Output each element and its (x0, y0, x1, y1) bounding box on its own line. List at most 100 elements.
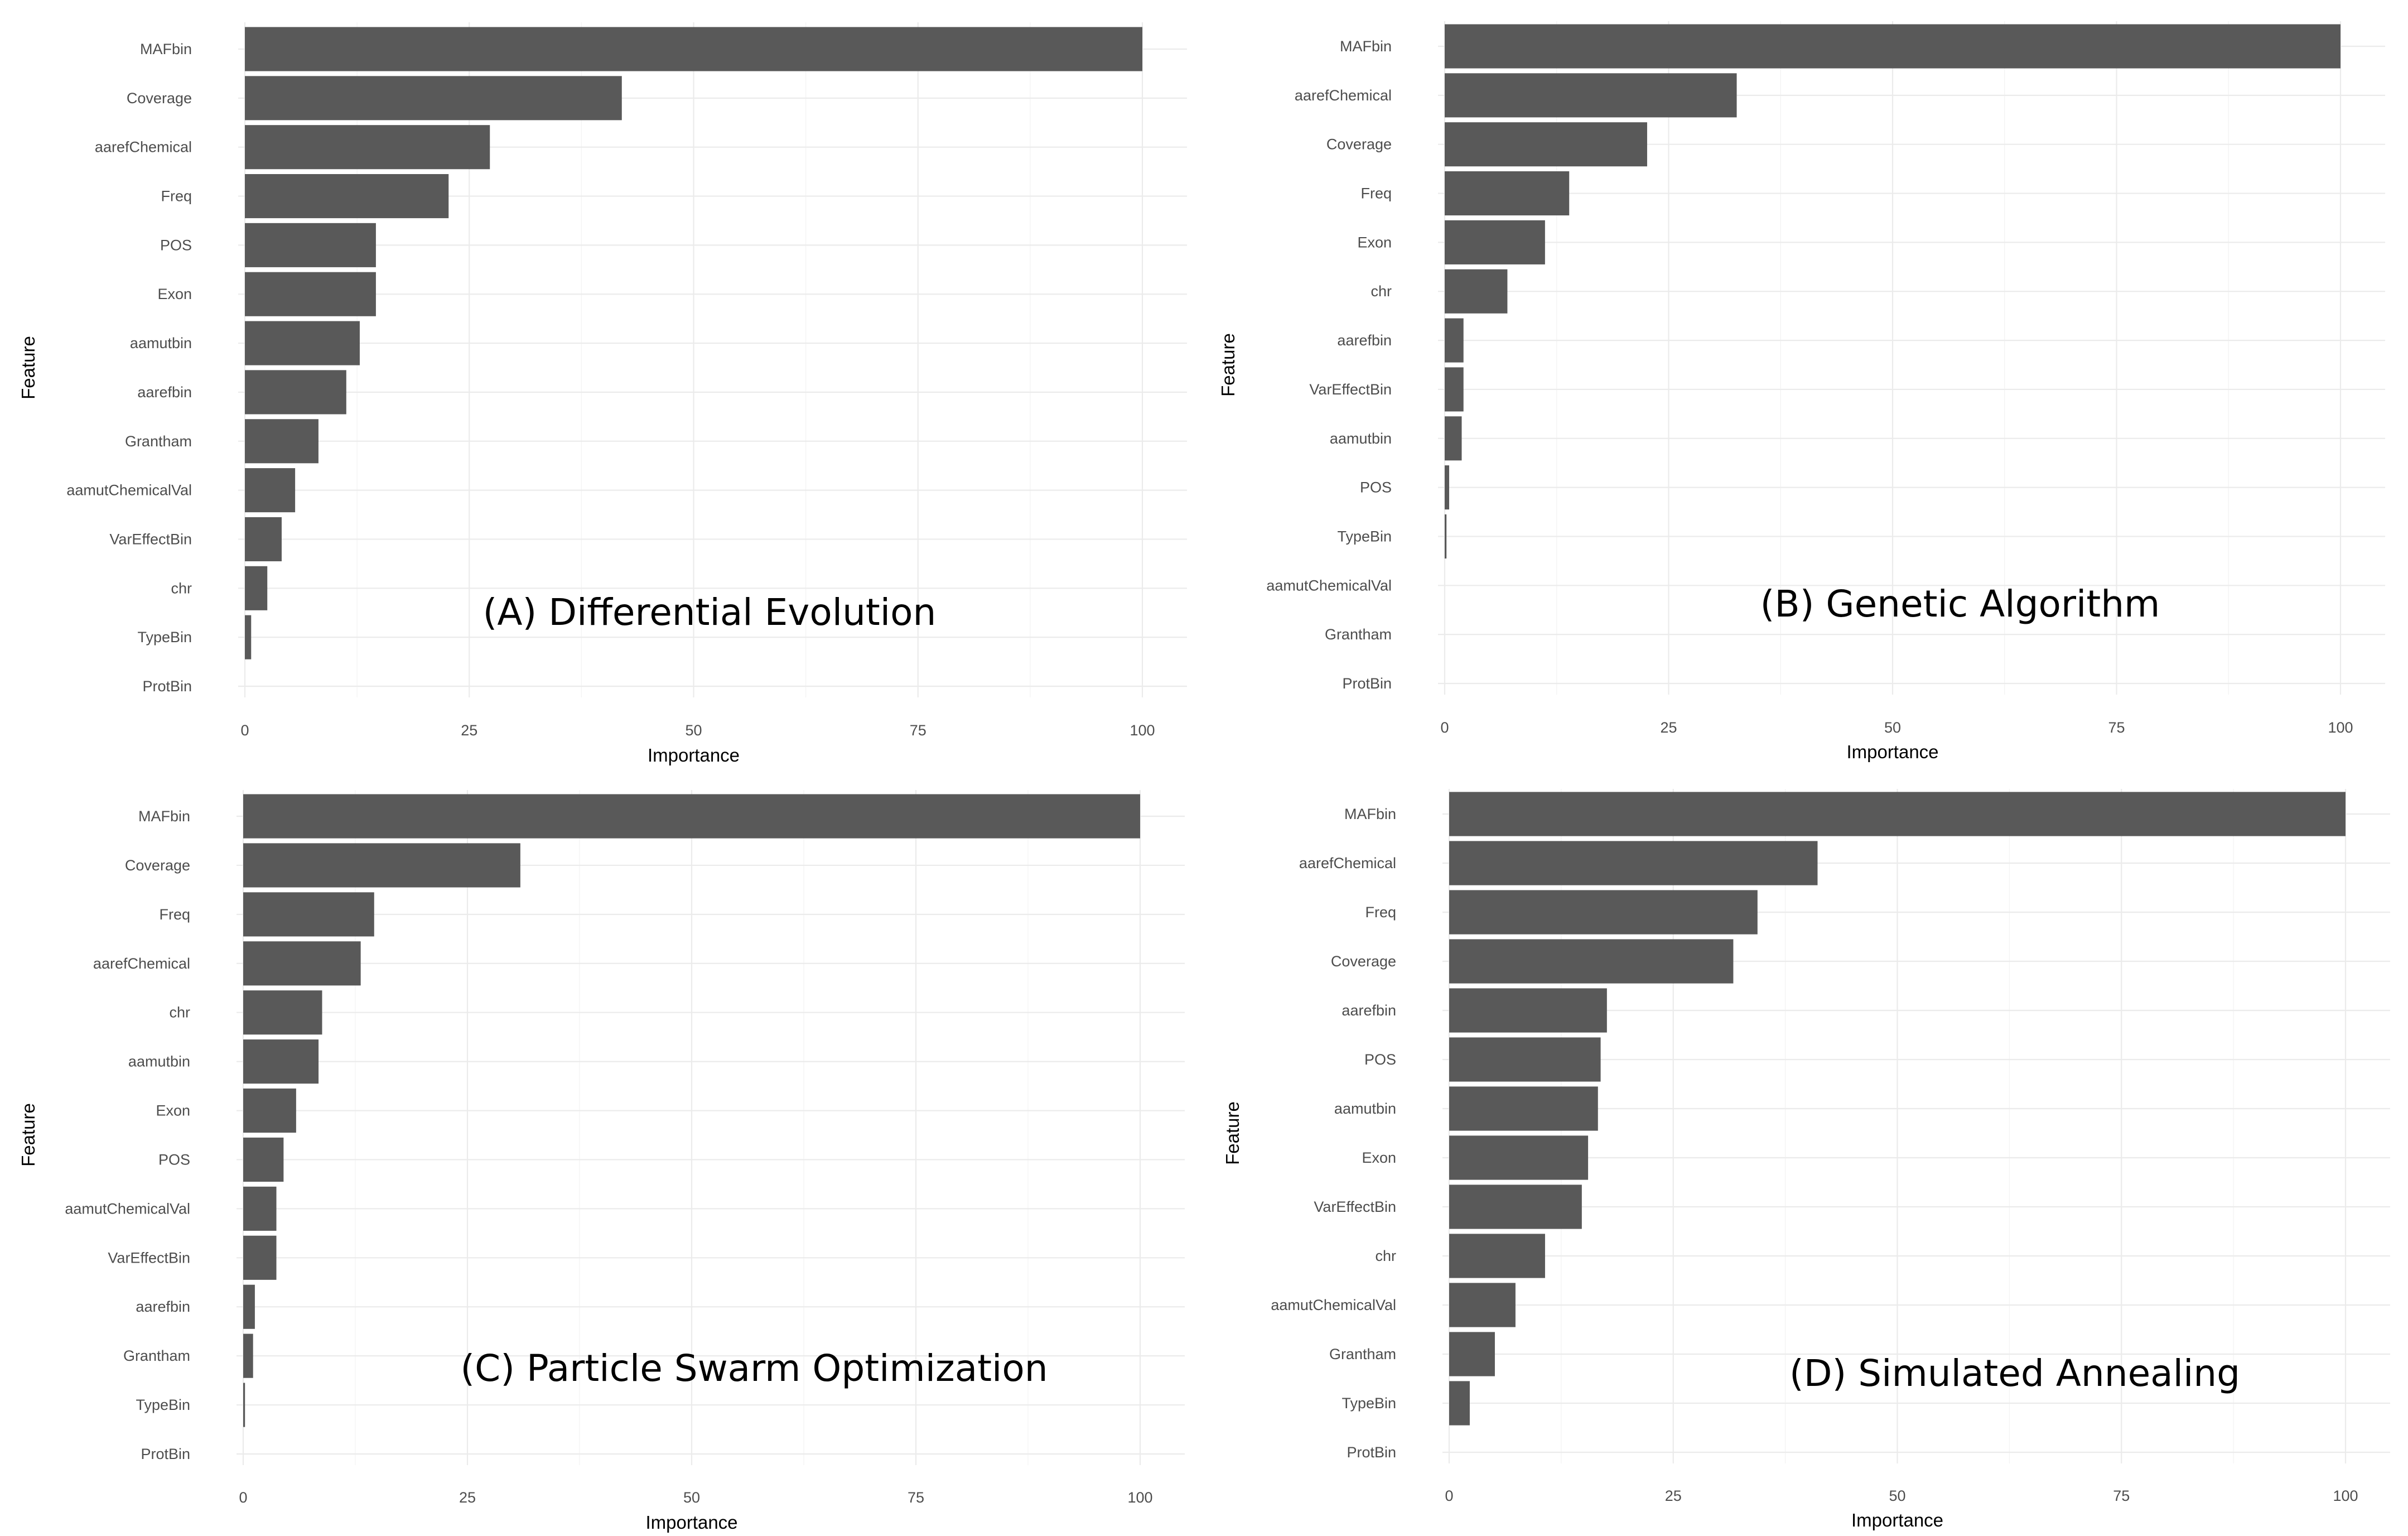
y-tick-d-TypeBin: TypeBin (1341, 1395, 1396, 1412)
y-tick-a-aarefbin: aarefbin (137, 384, 192, 401)
bar-b-Coverage (1445, 122, 1647, 167)
y-tick-b-MAFbin: MAFbin (1340, 38, 1392, 55)
y-tick-b-Coverage: Coverage (1326, 136, 1392, 153)
y-tick-d-Exon: Exon (1362, 1149, 1396, 1166)
y-tick-c-Grantham: Grantham (123, 1347, 190, 1364)
y-tick-d-MAFbin: MAFbin (1344, 806, 1396, 822)
bar-c-aamutChemicalVal (243, 1186, 277, 1231)
y-tick-b-POS: POS (1360, 479, 1392, 496)
y-tick-a-aamutChemicalVal: aamutChemicalVal (66, 482, 192, 499)
x-tick-b-25: 25 (1660, 719, 1677, 736)
y-tick-c-Freq: Freq (159, 906, 190, 923)
panel-label-b: (B) Genetic Algorithm (1760, 582, 2160, 625)
bar-a-aarefbin (245, 370, 346, 415)
x-tick-c-25: 25 (459, 1489, 476, 1506)
x-tick-a-25: 25 (461, 722, 477, 739)
y-tick-d-POS: POS (1364, 1051, 1396, 1068)
y-tick-a-Grantham: Grantham (125, 433, 192, 450)
bar-b-Exon (1445, 220, 1545, 264)
panel-d: MAFbin aarefChemical Freq Coverage aarefbin P… (1222, 789, 2390, 1530)
y-tick-a-aarefChemical: aarefChemical (95, 139, 192, 156)
bar-a-Freq (245, 174, 449, 219)
y-tick-a-VarEffectBin: VarEffectBin (109, 531, 192, 547)
x-tick-c-50: 50 (683, 1489, 700, 1506)
bar-a-POS (245, 223, 376, 267)
bar-d-aamutChemicalVal (1449, 1283, 1516, 1327)
x-tick-d-0: 0 (1445, 1487, 1453, 1504)
y-tick-c-Coverage: Coverage (125, 857, 190, 874)
x-tick-c-75: 75 (908, 1489, 924, 1506)
bar-a-aamutbin (245, 321, 360, 365)
bar-c-aamutbin (243, 1039, 319, 1084)
y-tick-a-ProtBin: ProtBin (142, 678, 192, 695)
x-tick-d-75: 75 (2113, 1487, 2130, 1504)
x-tick-b-50: 50 (1884, 719, 1901, 736)
x-tick-d-25: 25 (1665, 1487, 1682, 1504)
bar-c-Freq (243, 892, 374, 937)
bar-c-VarEffectBin (243, 1235, 277, 1280)
y-tick-c-chr: chr (169, 1004, 190, 1021)
bar-a-chr (245, 566, 268, 610)
bar-a-Exon (245, 272, 376, 316)
y-tick-b-Freq: Freq (1360, 185, 1392, 202)
y-tick-a-Exon: Exon (157, 286, 192, 302)
y-tick-b-Exon: Exon (1357, 234, 1392, 251)
y-tick-a-aamutbin: aamutbin (130, 335, 192, 352)
y-tick-b-aarefChemical: aarefChemical (1295, 87, 1392, 104)
bar-a-Grantham (245, 419, 319, 464)
y-tick-d-Freq: Freq (1365, 904, 1396, 921)
y-tick-a-TypeBin: TypeBin (137, 629, 192, 646)
y-tick-d-chr: chr (1375, 1248, 1396, 1264)
bar-d-Exon (1449, 1135, 1589, 1180)
bar-b-aarefChemical (1445, 73, 1737, 118)
bar-a-MAFbin (245, 27, 1142, 71)
bar-d-TypeBin (1449, 1381, 1470, 1426)
y-tick-d-ProtBin: ProtBin (1347, 1444, 1396, 1461)
y-tick-c-MAFbin: MAFbin (138, 808, 190, 825)
y-tick-b-aamutChemicalVal: aamutChemicalVal (1266, 577, 1392, 594)
y-tick-c-aamutbin: aamutbin (128, 1053, 190, 1070)
y-tick-b-ProtBin: ProtBin (1342, 675, 1392, 692)
bar-b-TypeBin (1445, 514, 1447, 558)
x-tick-d-100: 100 (2333, 1487, 2358, 1504)
y-tick-c-aamutChemicalVal: aamutChemicalVal (65, 1200, 190, 1217)
bar-a-TypeBin (245, 615, 252, 659)
x-axis-title-b: Importance (1846, 741, 1938, 762)
x-tick-a-50: 50 (685, 722, 702, 739)
y-tick-c-TypeBin: TypeBin (136, 1397, 190, 1413)
y-tick-b-TypeBin: TypeBin (1337, 528, 1392, 545)
bar-a-Coverage (245, 76, 622, 121)
y-tick-d-aamutChemicalVal: aamutChemicalVal (1271, 1297, 1396, 1313)
x-axis-title-c: Importance (645, 1512, 737, 1533)
bar-c-aarefChemical (243, 941, 361, 986)
x-axis-title-d: Importance (1851, 1510, 1943, 1530)
panel-b: MAFbin aarefChemical Coverage Freq Exon chr aa… (1218, 21, 2385, 762)
bar-d-aarefbin (1449, 988, 1607, 1033)
bar-a-aarefChemical (245, 125, 490, 170)
bar-c-TypeBin (243, 1383, 245, 1427)
bar-b-MAFbin (1445, 24, 2341, 69)
bar-d-POS (1449, 1037, 1601, 1082)
bar-d-Coverage (1449, 939, 1734, 984)
x-tick-b-75: 75 (2108, 719, 2125, 736)
x-tick-a-100: 100 (1130, 722, 1155, 739)
bar-c-aarefbin (243, 1284, 255, 1329)
bar-d-aarefChemical (1449, 841, 1818, 885)
bar-a-VarEffectBin (245, 517, 282, 561)
bar-b-POS (1445, 465, 1450, 510)
y-tick-a-chr: chr (171, 580, 192, 596)
y-tick-d-VarEffectBin: VarEffectBin (1314, 1198, 1396, 1215)
y-tick-a-POS: POS (160, 237, 192, 253)
y-tick-d-Grantham: Grantham (1329, 1346, 1396, 1362)
bar-c-Coverage (243, 843, 520, 888)
x-tick-d-50: 50 (1889, 1487, 1905, 1504)
bar-d-MAFbin (1449, 792, 2346, 836)
bar-b-chr (1445, 269, 1508, 314)
bar-c-Grantham (243, 1333, 253, 1378)
bar-c-chr (243, 990, 322, 1035)
y-axis-title-c: Feature (18, 1103, 38, 1167)
bar-b-VarEffectBin (1445, 367, 1464, 412)
y-tick-b-Grantham: Grantham (1325, 626, 1392, 643)
x-tick-a-75: 75 (910, 722, 926, 739)
